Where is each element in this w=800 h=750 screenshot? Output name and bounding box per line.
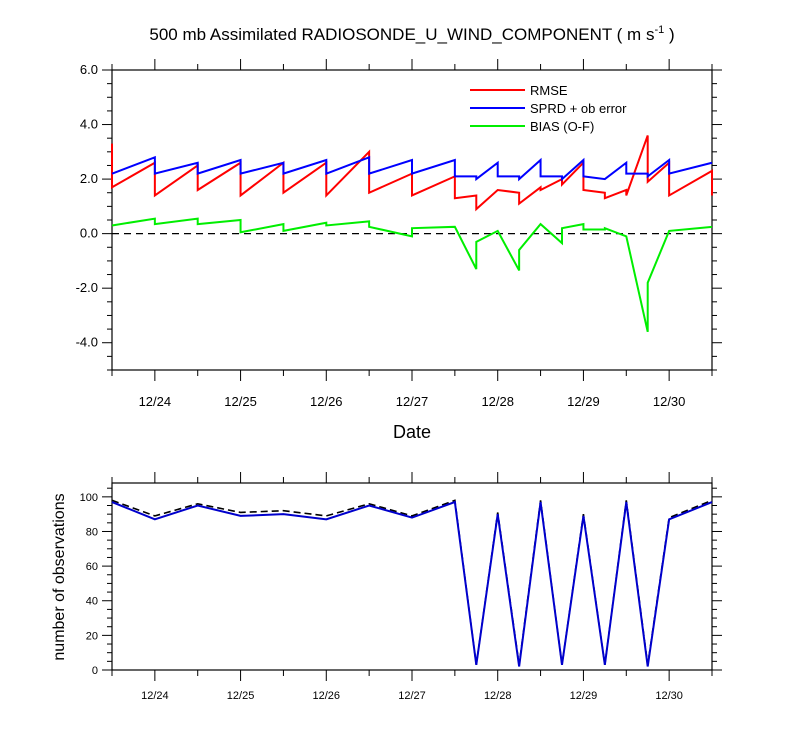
legend-label-spread: SPRD + ob error (530, 101, 627, 116)
x-tick-label: 12/29 (570, 690, 598, 702)
x-tick-label: 12/28 (484, 690, 512, 702)
series-line-obs_used (111, 499, 713, 665)
y-tick-label: 20 (86, 630, 98, 642)
y-tick-label: 80 (86, 526, 98, 538)
x-tick-label: 12/28 (481, 394, 514, 409)
plot-frame (111, 482, 713, 671)
y-tick-label: 2.0 (80, 171, 98, 186)
y-axis-title-observations: number of observations (51, 493, 68, 660)
bottom-plot-series (111, 499, 713, 667)
top-plot-series (111, 135, 713, 333)
y-tick-label: -4.0 (76, 335, 98, 350)
y-tick-label: -2.0 (76, 280, 98, 295)
top-plot-legend: RMSE SPRD + ob error BIAS (O-F) (470, 83, 627, 134)
x-tick-label: 12/26 (313, 690, 341, 702)
y-tick-label: 6.0 (80, 62, 98, 77)
x-tick-label: 12/30 (655, 690, 683, 702)
series-line-obs (111, 500, 713, 667)
series-line-bias (111, 217, 713, 333)
x-tick-label: 12/29 (567, 394, 600, 409)
y-tick-label: 0.0 (80, 226, 98, 241)
x-tick-label: 12/27 (396, 394, 429, 409)
bottom-plot-axes: 12/24 12/25 12/26 12/27 12/28 12/29 12/30 0 20 40… (80, 472, 722, 702)
y-tick-label: 60 (86, 561, 98, 573)
x-tick-label: 12/24 (141, 690, 169, 702)
x-tick-label: 12/24 (139, 394, 172, 409)
legend-label-bias: BIAS (O-F) (530, 119, 594, 134)
x-tick-label: 12/25 (227, 690, 255, 702)
y-tick-label: 4.0 (80, 117, 98, 132)
series-line-spread (111, 155, 713, 182)
x-tick-label: 12/30 (653, 394, 686, 409)
x-tick-label: 12/26 (310, 394, 343, 409)
x-tick-label: 12/27 (398, 690, 426, 702)
top-plot-axes: 12/24 12/25 12/26 12/27 12/28 12/29 12/30 -4.0 -… (76, 59, 722, 409)
y-tick-label: 100 (80, 492, 98, 504)
x-axis-title: Date (393, 422, 431, 442)
chart-title-sup: -1 (654, 24, 664, 36)
legend-label-rmse: RMSE (530, 83, 568, 98)
chart-title-main: 500 mb Assimilated RADIOSONDE_U_WIND_COM… (149, 25, 654, 44)
y-tick-label: 0 (92, 665, 98, 677)
y-tick-label: 40 (86, 596, 98, 608)
chart-title-end: ) (664, 25, 674, 44)
x-tick-label: 12/25 (224, 394, 257, 409)
chart-title: 500 mb Assimilated RADIOSONDE_U_WIND_COM… (149, 24, 674, 44)
